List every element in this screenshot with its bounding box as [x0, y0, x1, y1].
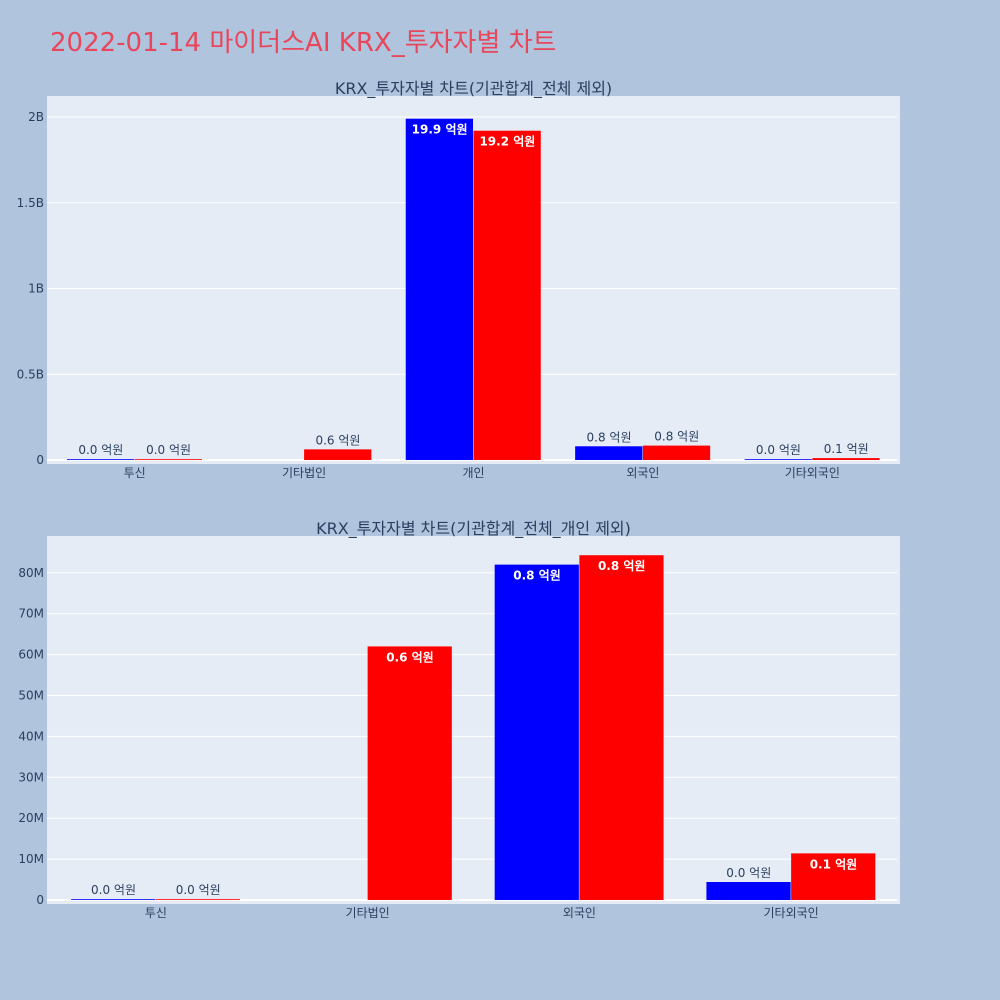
y-tick-label-2: 50M — [18, 689, 44, 703]
data-label-2-1: 0.0 억원 — [726, 866, 771, 880]
bar-1-2 — [812, 458, 880, 460]
bar-2-1 — [71, 899, 156, 900]
y-tick-label-2: 80M — [18, 566, 44, 580]
bar-2-2 — [791, 853, 876, 900]
bar-1-1 — [405, 118, 473, 460]
data-label-2-2: 0.6 억원 — [386, 650, 434, 664]
x-tick-label-2: 기타법인 — [346, 906, 390, 920]
data-label-2-2: 0.1 억원 — [810, 857, 858, 871]
y-tick-label-2: 70M — [18, 607, 44, 621]
y-tick-label-2: 60M — [18, 648, 44, 662]
bar-1-2 — [642, 445, 711, 460]
y-tick-label-1: 1.5B — [17, 196, 44, 210]
y-tick-label-1: 0 — [36, 453, 44, 467]
chart-title-2: KRX_투자자별 차트(기관합계_전체_개인 제외) — [316, 519, 631, 539]
bar-1-2 — [134, 459, 202, 460]
chart-title-1: KRX_투자자별 차트(기관합계_전체 제외) — [335, 79, 612, 99]
data-label-2-2: 0.0 억원 — [176, 883, 221, 897]
bar-2-2 — [579, 555, 664, 900]
x-tick-label-1: 외국인 — [626, 466, 659, 480]
page-title: 2022-01-14 마이더스AI KRX_투자자별 차트 — [50, 28, 557, 58]
x-tick-label-2: 투신 — [145, 906, 167, 920]
data-label-2-1: 0.8 억원 — [513, 569, 561, 583]
bar-1-1 — [744, 459, 812, 460]
x-tick-label-1: 투신 — [124, 466, 146, 480]
x-tick-label-2: 기타외국인 — [764, 906, 819, 920]
data-label-2-1: 0.0 억원 — [91, 883, 136, 897]
bar-1-2 — [473, 130, 541, 460]
data-label-1-1: 0.0 억원 — [78, 443, 123, 457]
y-tick-label-1: 2B — [28, 110, 44, 124]
bar-2-1 — [706, 882, 791, 900]
x-tick-label-1: 개인 — [462, 466, 484, 480]
y-tick-label-2: 10M — [18, 852, 44, 866]
bar-2-2 — [367, 646, 452, 900]
data-label-1-2: 0.8 억원 — [654, 430, 699, 444]
data-label-1-2: 0.0 억원 — [146, 443, 191, 457]
bar-1-1 — [66, 459, 135, 460]
bar-1-2 — [304, 449, 372, 460]
y-tick-label-2: 30M — [18, 770, 44, 784]
data-label-2-2: 0.8 억원 — [598, 559, 646, 573]
data-label-1-1: 0.0 억원 — [756, 443, 801, 457]
plot-area-2 — [47, 536, 900, 904]
bar-2-2 — [155, 899, 241, 900]
y-tick-label-2: 0 — [36, 893, 44, 907]
data-label-1-1: 19.9 억원 — [412, 123, 468, 137]
y-tick-label-1: 0.5B — [17, 367, 44, 381]
data-label-1-1: 0.8 억원 — [587, 430, 632, 444]
data-label-1-2: 19.2 억원 — [479, 135, 535, 149]
data-label-1-2: 0.1 억원 — [824, 442, 869, 456]
bar-2-1 — [494, 564, 579, 900]
x-tick-label-2: 외국인 — [563, 906, 596, 920]
bar-1-1 — [575, 446, 643, 460]
data-label-1-2: 0.6 억원 — [315, 433, 360, 447]
y-tick-label-2: 20M — [18, 811, 44, 825]
x-tick-label-1: 기타외국인 — [785, 466, 840, 480]
y-tick-label-1: 1B — [28, 282, 44, 296]
y-tick-label-2: 40M — [18, 729, 44, 743]
x-tick-label-1: 기타법인 — [282, 466, 326, 480]
